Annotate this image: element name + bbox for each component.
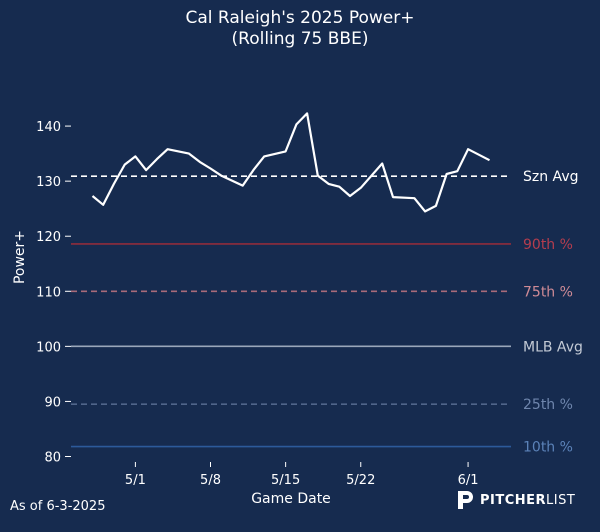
x-tick-label-0: 5/1	[125, 473, 146, 488]
pitcherlist-logo: PITCHERLIST	[456, 489, 575, 511]
as-of-date: As of 6-3-2025	[10, 499, 106, 514]
pitcherlist-wordmark: PITCHERLIST	[480, 493, 575, 508]
reference-label-1: 90th %	[523, 237, 573, 253]
y-tick-label-3: 110	[36, 285, 61, 300]
y-tick-label-2: 100	[36, 340, 61, 355]
x-tick-label-3: 5/22	[346, 473, 375, 488]
reference-label-0: Szn Avg	[523, 169, 579, 185]
y-axis-label: Power+	[12, 230, 28, 284]
y-tick-label-0: 80	[44, 450, 61, 465]
pitcherlist-p-icon	[456, 489, 474, 511]
x-tick-label-4: 6/1	[458, 473, 479, 488]
reference-label-3: MLB Avg	[523, 339, 583, 355]
y-tick-label-1: 90	[44, 395, 61, 410]
x-tick-label-2: 5/15	[271, 473, 300, 488]
logo-bold-text: PITCHER	[480, 492, 547, 508]
x-axis-label: Game Date	[251, 491, 331, 507]
y-tick-label-4: 120	[36, 230, 61, 245]
y-tick-label-5: 130	[36, 175, 61, 190]
reference-label-4: 25th %	[523, 397, 573, 413]
series-line-0	[91, 112, 491, 213]
reference-label-2: 75th %	[523, 284, 573, 300]
logo-light-text: LIST	[546, 492, 576, 508]
x-tick-label-1: 5/8	[200, 473, 221, 488]
chart-title-line2: (Rolling 75 BBE)	[231, 29, 369, 49]
chart-title-line1: Cal Raleigh's 2025 Power+	[185, 8, 415, 28]
reference-label-5: 10th %	[523, 440, 573, 456]
y-tick-label-6: 140	[36, 120, 61, 135]
